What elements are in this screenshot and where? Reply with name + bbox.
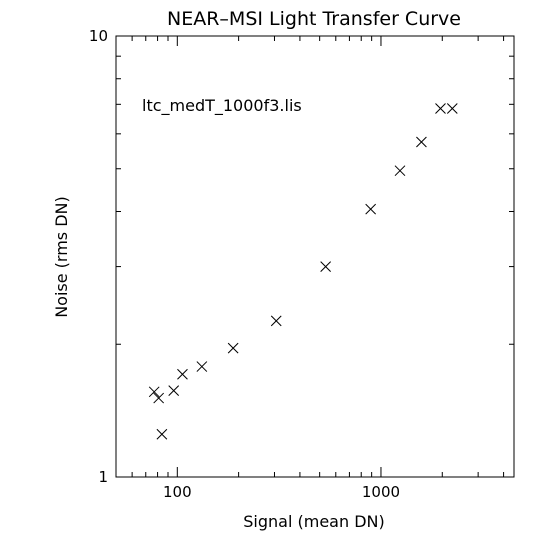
- data-point-stroke: [148, 386, 160, 398]
- data-point: [416, 136, 427, 148]
- y-tick-label: 1: [98, 468, 108, 486]
- data-point: [153, 392, 165, 404]
- data-points: [148, 103, 458, 440]
- x-axis-ticks: [115, 36, 505, 477]
- y-axis-ticks: [116, 35, 514, 478]
- data-point: [148, 386, 160, 398]
- data-point-stroke: [168, 385, 180, 396]
- data-point: [168, 385, 180, 396]
- y-axis-label: Noise (rms DN): [52, 196, 71, 318]
- chart-title: NEAR–MSI Light Transfer Curve: [167, 8, 461, 30]
- data-point: [227, 342, 239, 354]
- data-point-stroke: [365, 203, 377, 215]
- data-point-stroke: [227, 342, 239, 354]
- data-point: [394, 165, 406, 177]
- data-point-stroke: [156, 428, 168, 440]
- data-point: [446, 103, 458, 114]
- data-point-stroke: [416, 136, 427, 148]
- data-point-stroke: [435, 103, 446, 114]
- data-point: [270, 315, 282, 327]
- data-point: [435, 103, 446, 114]
- dataset-annotation: ltc_medT_1000f3.lis: [142, 96, 302, 116]
- x-tick-label: 100: [163, 483, 192, 501]
- data-point-stroke: [270, 315, 282, 327]
- y-axis-tick-labels: 1 10: [89, 27, 108, 486]
- data-point-stroke: [196, 361, 208, 372]
- data-point-stroke: [446, 103, 458, 114]
- plot-frame: [115, 35, 515, 478]
- x-tick-label: 1000: [362, 483, 400, 501]
- data-point-stroke: [177, 368, 188, 380]
- y-tick-label: 10: [89, 27, 108, 45]
- data-point: [177, 368, 188, 380]
- data-point: [320, 261, 331, 272]
- data-point-stroke: [320, 261, 331, 272]
- x-axis-tick-labels: 100 1000: [163, 483, 400, 501]
- data-point-stroke: [394, 165, 406, 177]
- data-point-stroke: [153, 392, 165, 404]
- data-point: [196, 361, 208, 372]
- data-point: [365, 203, 377, 215]
- x-axis-label: Signal (mean DN): [243, 512, 384, 531]
- data-point: [156, 428, 168, 440]
